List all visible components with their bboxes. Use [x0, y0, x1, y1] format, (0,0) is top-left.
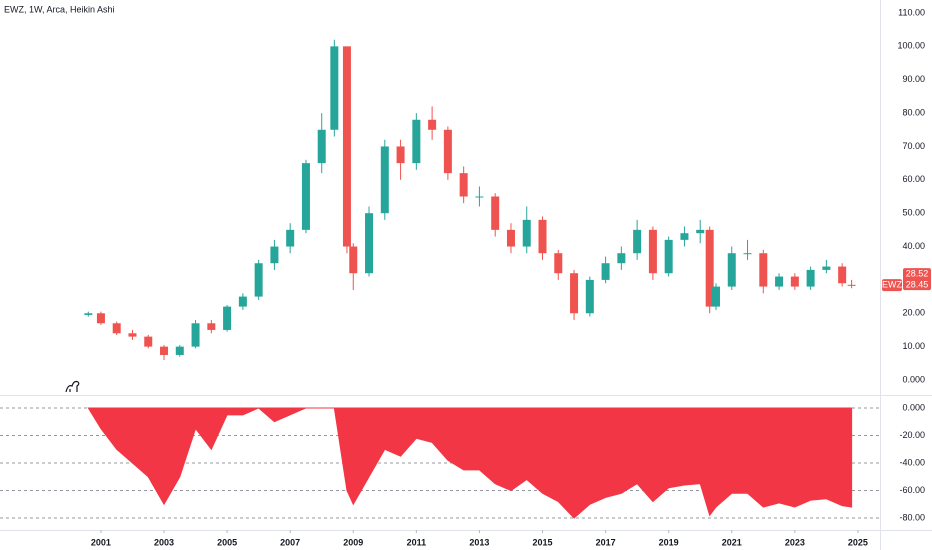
candle-body [238, 296, 247, 307]
candle-body [342, 46, 351, 247]
candle-body [491, 196, 500, 230]
candle-body [601, 263, 610, 280]
y-tick-label: 110.00 [898, 7, 925, 17]
candle-body [459, 173, 468, 197]
candle-body [207, 323, 216, 330]
candle-body [617, 253, 626, 264]
candle-body [191, 323, 200, 347]
y-tick-label: 100.00 [897, 41, 925, 51]
y-tick-label: 70.00 [902, 141, 925, 151]
candle-body [506, 229, 515, 247]
candle-body [286, 229, 295, 247]
x-tick-label: 2025 [848, 537, 868, 547]
candle-body [223, 306, 232, 330]
candle-body [759, 253, 768, 287]
y-tick-label: 90.00 [902, 74, 925, 84]
candle-body [270, 246, 279, 264]
x-tick-label: 2023 [785, 537, 805, 547]
y-tick-label: 0.000 [902, 402, 925, 412]
logo [65, 380, 80, 393]
candle-body [112, 323, 121, 334]
candle-body [775, 276, 784, 287]
y-tick-label: 0.000 [902, 374, 925, 384]
y-tick-label: 60.00 [902, 174, 925, 184]
symbol-box [882, 279, 902, 292]
candle-body [648, 229, 657, 274]
candle-body [475, 196, 484, 198]
y-tick-label: -20.00 [899, 430, 925, 440]
candle-body [254, 263, 263, 297]
candle-body [84, 313, 93, 315]
candle-body [396, 146, 405, 164]
candle-body [570, 273, 579, 314]
y-tick-label: 80.00 [902, 107, 925, 117]
candle-body [522, 219, 531, 247]
candle-body [160, 346, 169, 355]
y-tick-label: 50.00 [902, 208, 925, 218]
symbol-label: EWZ [882, 279, 902, 289]
candle-body [349, 246, 358, 274]
close-price-label: 28.45 [906, 279, 929, 289]
x-tick-label: 2021 [722, 537, 742, 547]
y-tick-label: -40.00 [899, 457, 925, 467]
candle-body [428, 119, 437, 130]
candle-body [696, 229, 705, 234]
candle-body [538, 219, 547, 254]
x-tick-label: 2013 [469, 537, 489, 547]
y-tick-label: -60.00 [899, 485, 925, 495]
candle-body [711, 286, 720, 307]
candle-body [790, 276, 799, 287]
x-tick-label: 2017 [596, 537, 616, 547]
x-tick-label: 2003 [154, 537, 174, 547]
candle-body [380, 146, 389, 214]
candle-body [680, 233, 689, 240]
candle-body [806, 269, 815, 287]
candle-body [727, 253, 736, 287]
x-tick-label: 2007 [280, 537, 300, 547]
candle-body [175, 346, 184, 355]
open-price-label: 28.52 [906, 268, 929, 278]
candle-body [128, 333, 137, 337]
candle-body [847, 284, 856, 286]
candle-body [443, 129, 452, 174]
x-tick-label: 2015 [532, 537, 552, 547]
candle-body [301, 163, 310, 230]
candle-body [743, 253, 752, 255]
candle-body [330, 46, 339, 130]
x-tick-label: 2005 [217, 537, 237, 547]
y-tick-label: 10.00 [902, 341, 925, 351]
candle-body [585, 279, 594, 314]
candle-body [633, 229, 642, 254]
candle-body [317, 129, 326, 164]
candle-body [365, 213, 374, 274]
x-tick-label: 2011 [407, 537, 427, 547]
candle-body [412, 119, 421, 164]
candle-body [838, 266, 847, 284]
y-tick-label: 40.00 [902, 241, 925, 251]
candle-body [96, 313, 105, 324]
candle-body [822, 266, 831, 270]
candle-body [554, 253, 563, 274]
x-tick-label: 2009 [343, 537, 363, 547]
price-box [903, 268, 931, 291]
x-tick-label: 2001 [91, 537, 111, 547]
y-tick-label: 20.00 [902, 308, 925, 318]
drawdown-area [87, 407, 853, 519]
x-tick-label: 2019 [659, 537, 679, 547]
y-tick-label: -80.00 [899, 512, 925, 522]
candle-body [144, 336, 153, 347]
candle-body [705, 229, 714, 307]
chart-title: EWZ, 1W, Arca, Heikin Ashi [4, 4, 115, 14]
candle-body [664, 239, 673, 274]
